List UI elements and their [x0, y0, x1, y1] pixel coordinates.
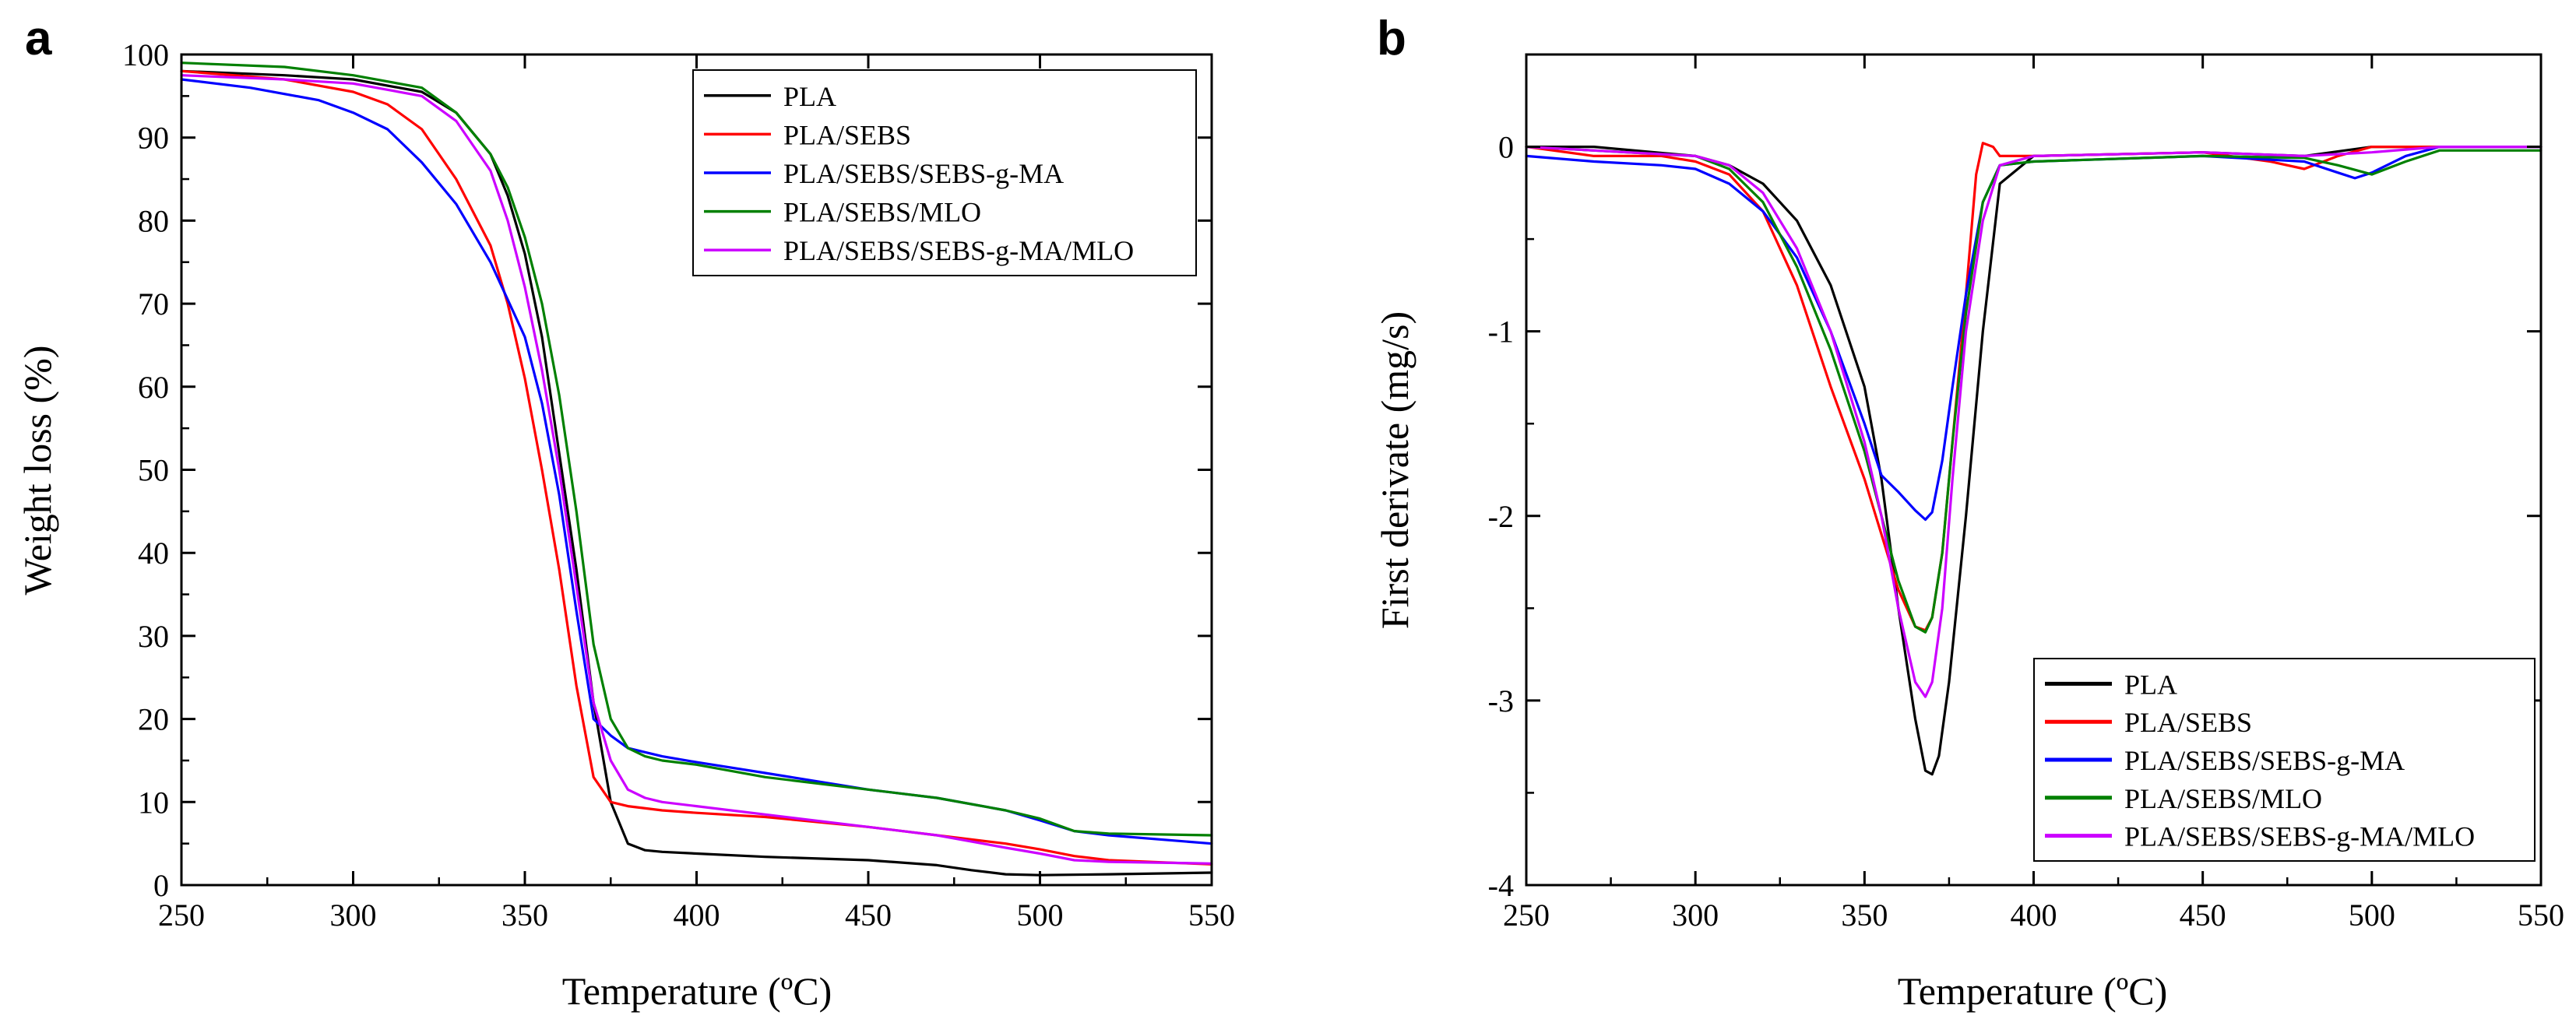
- x-tick-label: 500: [1017, 898, 1064, 933]
- legend-entry-4: PLA/SEBS/SEBS-g-MA/MLO: [783, 235, 1134, 266]
- panel-b: b 250 300 350 400 450 500 550 -4 -3 -2 -1 0 Temperat…: [1373, 12, 2564, 1013]
- x-tick-label: 500: [2349, 898, 2395, 933]
- x-tick-label: 250: [1503, 898, 1550, 933]
- legend: PLA PLA/SEBS PLA/SEBS/SEBS-g-MA PLA/SEBS/ML…: [692, 69, 1197, 276]
- series-line-1: [180, 69, 1213, 866]
- series-line-1: [1525, 142, 2543, 632]
- x-tick-label: 250: [158, 898, 205, 933]
- series-line-3: [1525, 146, 2543, 634]
- legend-entry-3: PLA/SEBS/MLO: [783, 197, 981, 228]
- x-tick-label: 550: [2518, 898, 2564, 933]
- legend: PLA PLA/SEBS PLA/SEBS/SEBS-g-MA PLA/SEBS/ML…: [2033, 658, 2536, 862]
- y-tick-label: -1: [1488, 314, 1514, 350]
- legend-entry-2: PLA/SEBS/SEBS-g-MA: [783, 158, 1064, 189]
- y-axis-label: First derivate (mg/s): [1373, 311, 1416, 629]
- y-tick-label: 40: [138, 536, 169, 571]
- panel-a-label: a: [25, 12, 52, 65]
- x-axis-label: Temperature (ºC): [562, 969, 832, 1013]
- y-tick-label: 20: [138, 702, 169, 737]
- x-tick-label: 450: [845, 898, 892, 933]
- series-line-4: [180, 74, 1213, 865]
- y-tick-label: 0: [1498, 130, 1514, 165]
- legend-entry-1: PLA/SEBS: [783, 119, 911, 150]
- legend-entry-1: PLA/SEBS: [2124, 707, 2252, 738]
- y-tick-label: 50: [138, 453, 169, 488]
- y-tick-label: -3: [1488, 683, 1514, 719]
- panel-a-plot-area: 250 300 350 400 450 500 550 0 10 20 30 40 50 60 70 80 90…: [16, 37, 1235, 1013]
- legend-entry-2: PLA/SEBS/SEBS-g-MA: [2124, 745, 2405, 776]
- panel-b-plot-area: 250 300 350 400 450 500 550 -4 -3 -2 -1 0 Temperatur…: [1373, 53, 2564, 1013]
- x-axis-label: Temperature (ºC): [1898, 969, 2168, 1013]
- y-tick-label: 80: [138, 203, 169, 238]
- series-line-3: [180, 61, 1213, 837]
- legend-entry-4: PLA/SEBS/SEBS-g-MA/MLO: [2124, 821, 2475, 852]
- x-tick-label: 350: [1841, 898, 1888, 933]
- x-tick-label: 300: [330, 898, 377, 933]
- y-tick-label: -4: [1488, 868, 1514, 903]
- legend-box: [692, 69, 1197, 276]
- y-tick-label: 10: [138, 785, 169, 820]
- y-tick-label: 100: [122, 37, 169, 72]
- y-tick-label: 90: [138, 121, 169, 156]
- x-tick-label: 550: [1188, 898, 1235, 933]
- y-tick-label: 60: [138, 370, 169, 405]
- legend-entry-0: PLA: [783, 81, 836, 112]
- x-tick-label: 400: [2011, 898, 2057, 933]
- series-line-2: [1525, 146, 2543, 522]
- x-tick-label: 450: [2180, 898, 2226, 933]
- y-tick-label: 0: [153, 868, 169, 903]
- x-tick-label: 400: [674, 898, 720, 933]
- y-tick-label: -2: [1488, 499, 1514, 534]
- legend-entry-0: PLA: [2124, 669, 2177, 700]
- x-tick-label: 300: [1672, 898, 1719, 933]
- series-line-4: [1525, 146, 2543, 698]
- y-tick-label: 30: [138, 619, 169, 654]
- x-tick-label: 350: [501, 898, 548, 933]
- legend-box: [2033, 658, 2536, 862]
- panel-b-label: b: [1377, 12, 1406, 65]
- panel-a: a 250 300 350 400 450 500 550 0 10 20 30 40 50 60 70 80…: [16, 12, 1235, 1013]
- y-tick-label: 70: [138, 286, 169, 321]
- y-axis-label: Weight loss (%): [16, 346, 59, 596]
- legend-entry-3: PLA/SEBS/MLO: [2124, 783, 2322, 814]
